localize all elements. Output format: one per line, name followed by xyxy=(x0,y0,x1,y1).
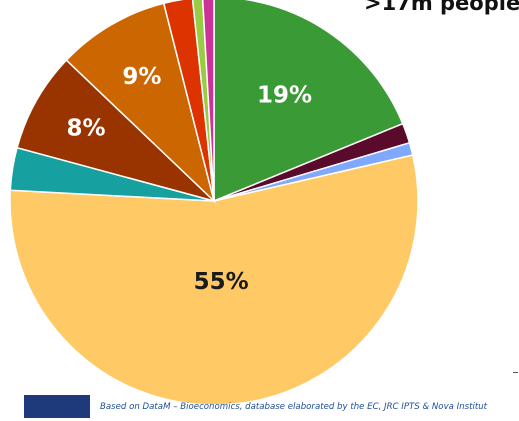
pie-slices xyxy=(9,0,419,406)
pie-slice-7 xyxy=(65,2,216,204)
headline-text: >17m people xyxy=(364,0,519,15)
pie-slice-10 xyxy=(201,0,215,202)
source-note: Based on DataM – Bioeconomics, database … xyxy=(100,402,488,412)
pie-slice-1 xyxy=(213,0,404,203)
edge-tick xyxy=(513,372,518,373)
pie-label-7: 9% xyxy=(122,64,161,90)
pie-label-6: 8% xyxy=(67,115,106,141)
pie-label-4: 55% xyxy=(194,269,249,295)
pie-label-1: 19% xyxy=(257,82,312,108)
pie-slice-9 xyxy=(191,0,215,202)
pie-slice-8 xyxy=(162,0,215,202)
pie-labels: 19% 55% 8% 9% xyxy=(67,64,312,295)
pie-slice-6 xyxy=(16,59,215,202)
pie-slice-4 xyxy=(9,154,419,406)
footer-color-bar xyxy=(24,395,90,418)
